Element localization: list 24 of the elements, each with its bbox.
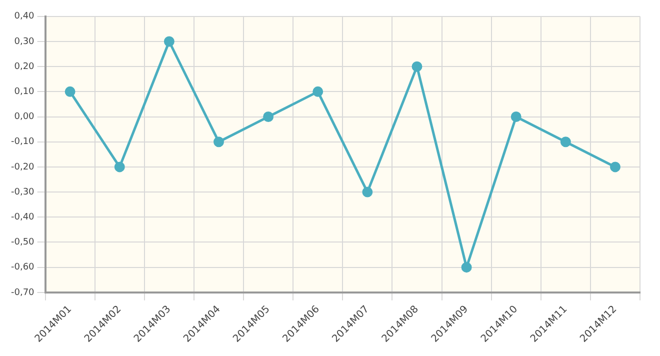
point <box>114 162 125 172</box>
point <box>560 136 571 148</box>
y-tick-label: -0,10 <box>10 137 35 148</box>
point <box>510 112 522 122</box>
y-tick-label: -0,30 <box>10 187 35 198</box>
y-tick-label: 0,00 <box>14 112 35 122</box>
y-tick-label: 0,30 <box>14 36 35 47</box>
point <box>610 162 620 172</box>
point <box>64 86 76 97</box>
y-tick-label: -0,20 <box>10 162 35 172</box>
point <box>213 136 224 148</box>
y-tick-label: -0,60 <box>10 262 35 273</box>
point <box>461 262 472 273</box>
point <box>312 86 324 97</box>
point <box>362 186 373 198</box>
y-tick-label: -0,50 <box>10 238 35 248</box>
point <box>263 112 274 122</box>
point <box>164 36 174 47</box>
y-tick-label: 0,40 <box>14 12 35 22</box>
y-tick-label: -0,70 <box>10 288 35 298</box>
point <box>412 61 422 72</box>
y-tick-label: -0,40 <box>10 212 35 222</box>
y-tick-label: 0,10 <box>14 87 35 98</box>
y-tick-label: 0,20 <box>14 62 35 72</box>
